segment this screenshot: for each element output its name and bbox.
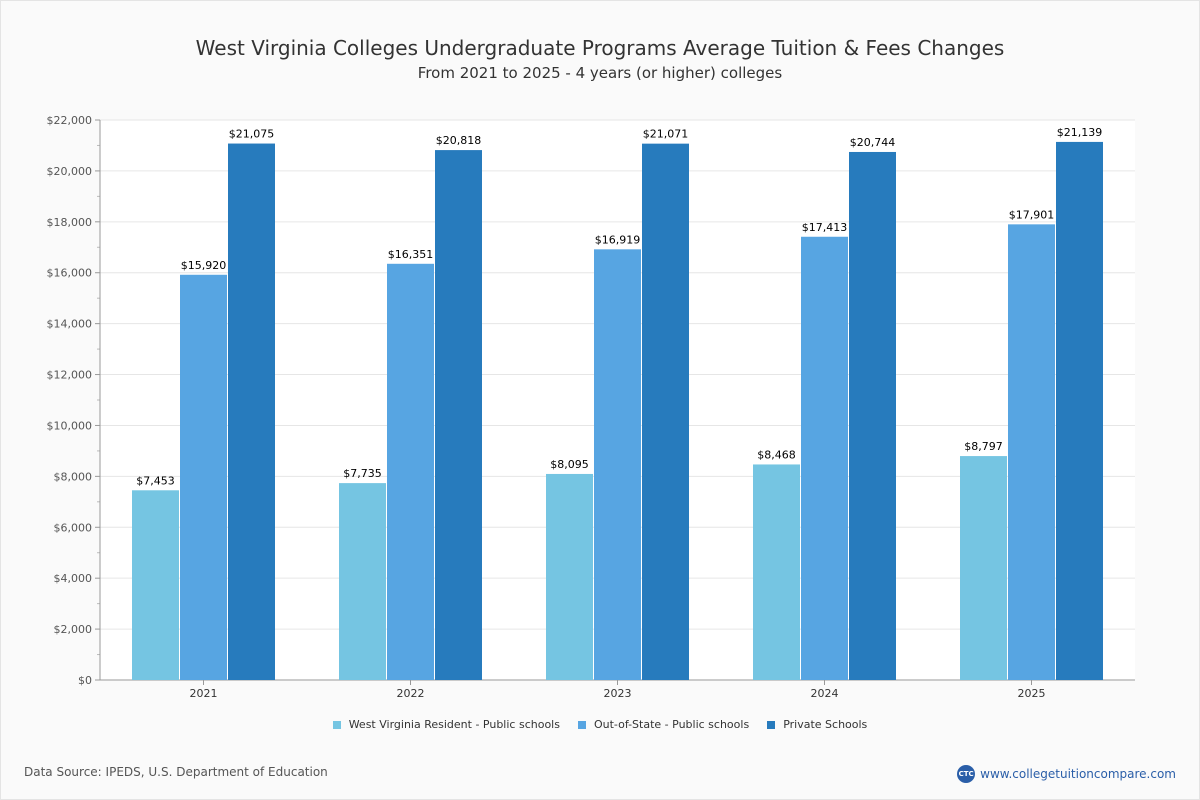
legend-label-private: Private Schools bbox=[783, 718, 868, 731]
bar-out-of-state-2022 bbox=[387, 263, 434, 680]
legend-item-private[interactable]: Private Schools bbox=[767, 718, 867, 731]
x-tick-label: 2023 bbox=[604, 687, 632, 700]
bar-resident-2023 bbox=[546, 473, 593, 680]
bar-resident-2025 bbox=[960, 456, 1007, 680]
chart-subtitle: From 2021 to 2025 - 4 years (or higher) … bbox=[417, 64, 783, 82]
legend-item-resident[interactable]: West Virginia Resident - Public schools bbox=[332, 718, 560, 731]
x-tick-label: 2024 bbox=[811, 687, 839, 700]
bar-private-2025 bbox=[1056, 141, 1103, 680]
data-label-private-2024: $20,744 bbox=[850, 136, 896, 149]
bar-private-2021 bbox=[228, 143, 275, 680]
bar-out-of-state-2025 bbox=[1008, 224, 1055, 680]
legend-swatch-private bbox=[767, 720, 776, 729]
legend-swatch-resident bbox=[332, 720, 341, 729]
data-label-out-of-state-2021: $15,920 bbox=[181, 259, 227, 272]
data-label-out-of-state-2023: $16,919 bbox=[595, 233, 641, 246]
data-label-resident-2024: $8,468 bbox=[757, 448, 796, 461]
data-label-private-2025: $21,139 bbox=[1057, 126, 1103, 139]
legend-swatch-out-of-state bbox=[577, 720, 586, 729]
data-label-resident-2022: $7,735 bbox=[343, 467, 382, 480]
y-tick-label: $22,000 bbox=[47, 114, 93, 127]
y-tick-label: $10,000 bbox=[47, 419, 93, 432]
y-tick-label: $2,000 bbox=[54, 623, 93, 636]
data-label-resident-2025: $8,797 bbox=[964, 440, 1003, 453]
y-tick-label: $14,000 bbox=[47, 318, 93, 331]
x-tick-label: 2021 bbox=[190, 687, 218, 700]
bar-resident-2024 bbox=[753, 464, 800, 680]
brand-logo-icon: CTC bbox=[957, 765, 976, 783]
y-tick-label: $12,000 bbox=[47, 369, 93, 382]
bar-out-of-state-2023 bbox=[594, 249, 641, 681]
data-label-out-of-state-2022: $16,351 bbox=[388, 248, 434, 261]
bar-out-of-state-2021 bbox=[180, 274, 227, 680]
bar-resident-2021 bbox=[132, 490, 179, 680]
y-tick-label: $6,000 bbox=[54, 521, 93, 534]
y-tick-label: $20,000 bbox=[47, 165, 93, 178]
data-source: Data Source: IPEDS, U.S. Department of E… bbox=[24, 765, 328, 779]
bar-private-2022 bbox=[435, 150, 482, 680]
x-tick-label: 2025 bbox=[1018, 687, 1046, 700]
bar-out-of-state-2024 bbox=[801, 236, 848, 680]
data-label-private-2021: $21,075 bbox=[229, 128, 275, 141]
y-tick-label: $0 bbox=[78, 674, 92, 687]
y-tick-label: $16,000 bbox=[47, 267, 93, 280]
data-label-out-of-state-2025: $17,901 bbox=[1009, 208, 1055, 221]
data-label-resident-2021: $7,453 bbox=[136, 474, 175, 487]
bar-resident-2022 bbox=[339, 483, 386, 680]
x-tick-label: 2022 bbox=[397, 687, 425, 700]
y-tick-label: $8,000 bbox=[54, 470, 93, 483]
legend-label-resident: West Virginia Resident - Public schools bbox=[348, 718, 560, 731]
data-label-out-of-state-2024: $17,413 bbox=[802, 221, 848, 234]
brand-url: www.collegetuitioncompare.com bbox=[980, 767, 1176, 781]
y-tick-label: $4,000 bbox=[54, 572, 93, 585]
bar-private-2023 bbox=[642, 143, 689, 680]
data-label-private-2022: $20,818 bbox=[436, 134, 482, 147]
bar-private-2024 bbox=[849, 151, 896, 681]
y-tick-label: $18,000 bbox=[47, 216, 93, 229]
legend-label-out-of-state: Out-of-State - Public schools bbox=[593, 718, 750, 731]
legend-item-out-of-state[interactable]: Out-of-State - Public schools bbox=[577, 718, 750, 731]
chart-title: West Virginia Colleges Undergraduate Pro… bbox=[195, 36, 1005, 60]
data-label-resident-2023: $8,095 bbox=[550, 458, 589, 471]
data-label-private-2023: $21,071 bbox=[643, 128, 689, 141]
legend: West Virginia Resident - Public schools … bbox=[0, 718, 1200, 731]
brand-link[interactable]: CTC www.collegetuitioncompare.com bbox=[957, 765, 1176, 783]
